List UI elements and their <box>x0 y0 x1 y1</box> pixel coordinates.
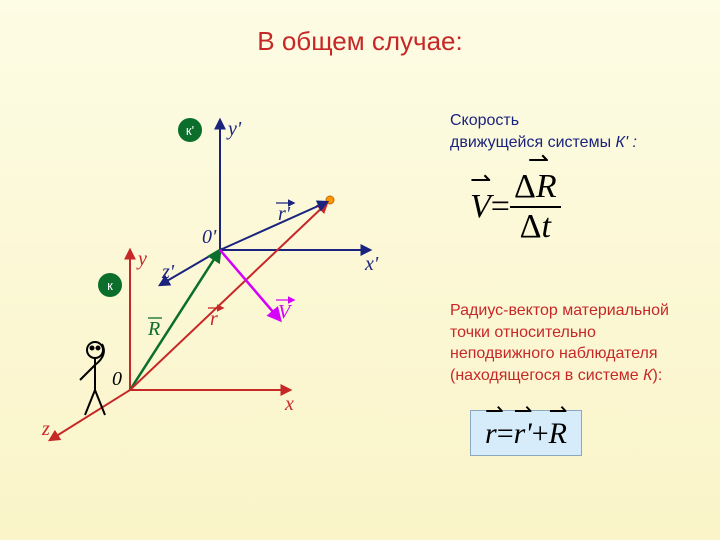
axis-z <box>50 390 130 440</box>
caption-velocity-line1: Скорость <box>450 110 637 132</box>
formula-r: ⇀ r <box>485 417 497 451</box>
label-xp: x' <box>364 253 379 275</box>
svg-text:r: r <box>210 308 218 330</box>
slide-root: В общем случае: Скорость движущейся сист… <box>0 0 720 540</box>
diagram-svg: к к' x y z 0 x' y' z' 0' R r r' <box>30 100 430 460</box>
label-rp: r' <box>276 203 294 225</box>
coordinate-diagram: к к' x y z 0 x' y' z' 0' R r r' <box>30 100 430 465</box>
label-Op: 0' <box>202 226 217 248</box>
label-yp: y' <box>226 118 242 140</box>
formula-velocity: ⇀ V = ⇀ ΔVR Δt <box>470 168 561 246</box>
label-x: x <box>284 393 294 415</box>
formula-velocity-frac: ⇀ ΔVR Δt <box>510 168 561 246</box>
formula-velocity-dt: Δt <box>516 208 555 246</box>
formula-radius-vector: ⇀ r = ⇀ r' + ⇀ R <box>470 410 582 456</box>
formula-velocity-eq: = <box>491 188 510 226</box>
slide-title: В общем случае: <box>0 26 720 57</box>
formula-velocity-V: ⇀ V <box>470 188 491 226</box>
svg-text:V: V <box>278 301 293 323</box>
formula-velocity-dR: ⇀ ΔVR <box>514 168 557 206</box>
svg-text:r': r' <box>278 203 291 225</box>
label-R: R <box>147 318 162 340</box>
label-z: z <box>41 418 50 440</box>
vector-r <box>130 203 327 390</box>
vector-R <box>130 250 220 390</box>
badge-K-label: к <box>107 278 113 293</box>
label-y: y <box>136 248 147 270</box>
formula-rp: ⇀ r' <box>514 417 532 451</box>
vector-V <box>220 250 280 320</box>
caption-radius-vector: Радиус-вектор материальной точки относит… <box>450 300 669 386</box>
label-r: r <box>208 308 223 330</box>
badge-Kp-label: к' <box>186 123 194 138</box>
label-O: 0 <box>112 368 122 390</box>
label-V: V <box>276 300 294 323</box>
formula-R: ⇀ R <box>549 417 567 451</box>
label-zp: z' <box>161 261 175 283</box>
svg-text:R: R <box>147 318 160 340</box>
slide-title-text: В общем случае: <box>257 26 462 56</box>
observer-figure <box>80 342 105 415</box>
vector-rp <box>220 202 327 250</box>
frame-Kprime <box>160 120 370 285</box>
